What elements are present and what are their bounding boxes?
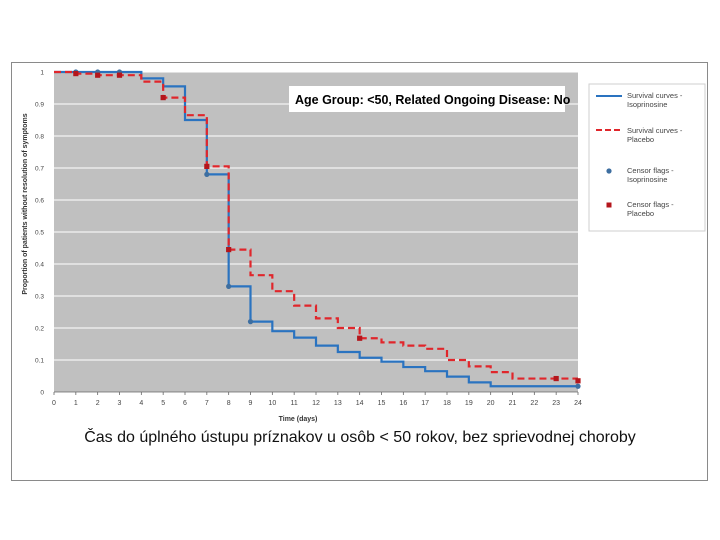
- censor-point-placebo: [553, 375, 559, 382]
- censor-point-isoprinosine: [204, 171, 210, 177]
- legend-label-line1: Survival curves -: [627, 126, 683, 135]
- legend-label-line2: Isoprinosine: [627, 175, 667, 184]
- censor-point-isoprinosine: [226, 283, 232, 289]
- y-axis-label: Proportion of patients without resolutio…: [22, 113, 29, 294]
- x-tick-label: 5: [161, 400, 165, 407]
- slide-caption: Čas do úplného ústupu príznakov u osôb <…: [84, 429, 636, 446]
- censor-markers: [73, 69, 581, 389]
- x-axis-label: Time (days): [279, 416, 318, 423]
- censor-point-isoprinosine: [575, 383, 581, 389]
- x-tick-label: 22: [530, 400, 538, 407]
- x-tick-label: 21: [509, 400, 517, 407]
- legend-swatch-isoprinosine-censor: [606, 168, 612, 174]
- y-tick-label: 0.2: [35, 326, 44, 333]
- x-tick-label: 0: [52, 400, 56, 407]
- x-tick-label: 18: [443, 400, 451, 407]
- censor-point-placebo: [160, 95, 166, 101]
- axes: 00.10.20.30.40.50.60.70.80.910 1 2 3 4 5 6 7 8 9 1…: [35, 70, 582, 408]
- x-tick-label: 16: [399, 400, 407, 407]
- legend-label-line2: Isoprinosine: [627, 100, 667, 109]
- isoprinosine-curve: [54, 70, 578, 388]
- x-tick-label: 12: [312, 400, 320, 407]
- y-tick-label: 1: [40, 70, 44, 77]
- y-tick-label: 0.5: [35, 230, 44, 237]
- placebo-curve: [54, 70, 578, 380]
- censor-point-isoprinosine: [247, 319, 254, 325]
- y-tick-label: 0.7: [35, 166, 44, 173]
- x-tick-label: 14: [356, 400, 364, 407]
- x-tick-label: 1: [74, 400, 78, 407]
- y-tick-label: 0.1: [35, 358, 44, 365]
- chart-title-box: [289, 86, 565, 112]
- x-tick-label: 23: [552, 400, 560, 407]
- y-tick-label: 0.8: [35, 134, 44, 141]
- censor-point-placebo: [575, 378, 581, 384]
- x-tick-label: 24: [574, 400, 582, 407]
- y-tick-label: 0: [40, 390, 44, 397]
- x-tick-label: 15: [378, 400, 386, 407]
- x-tick-label: 17: [421, 400, 429, 407]
- y-tick-label: 0.9: [35, 102, 44, 109]
- censor-point-placebo: [226, 247, 232, 253]
- x-tick-label: 7: [205, 400, 209, 407]
- x-tick-label: 2: [96, 400, 100, 407]
- censor-point-placebo: [95, 72, 101, 78]
- x-tick-label: 6: [183, 400, 187, 407]
- censor-point-placebo: [73, 71, 79, 77]
- x-tick-label: 4: [139, 400, 143, 407]
- x-tick-label: 20: [487, 400, 495, 407]
- censor-point-placebo: [116, 72, 123, 78]
- x-tick-label: 9: [249, 400, 253, 407]
- legend-label-line1: Censor flags -: [627, 200, 674, 209]
- x-tick-label: 19: [465, 400, 473, 407]
- y-tick-label: 0.4: [35, 262, 44, 269]
- censor-point-placebo: [357, 335, 363, 341]
- legend-label-line1: Censor flags -: [627, 166, 674, 175]
- y-tick-label: 0.3: [35, 294, 44, 301]
- y-tick-label: 0.6: [35, 198, 44, 205]
- legend: Survival curves - Isoprinosine Survival …: [588, 83, 706, 232]
- x-tick-label: 13: [334, 400, 342, 407]
- x-tick-label: 3: [118, 400, 122, 407]
- legend-swatch-placebo-censor: [606, 202, 612, 208]
- x-tick-label: 11: [291, 400, 298, 407]
- legend-label-line1: Survival curves -: [627, 91, 683, 100]
- legend-label-line2: Placebo: [627, 209, 654, 218]
- chart-title: Age Group: <50, Related Ongoing Disease:…: [295, 93, 571, 107]
- x-tick-label: 10: [268, 400, 276, 407]
- x-tick-label: 8: [227, 400, 231, 407]
- curves: [54, 70, 578, 388]
- censor-point-placebo: [204, 163, 210, 169]
- legend-label-line2: Placebo: [627, 135, 654, 144]
